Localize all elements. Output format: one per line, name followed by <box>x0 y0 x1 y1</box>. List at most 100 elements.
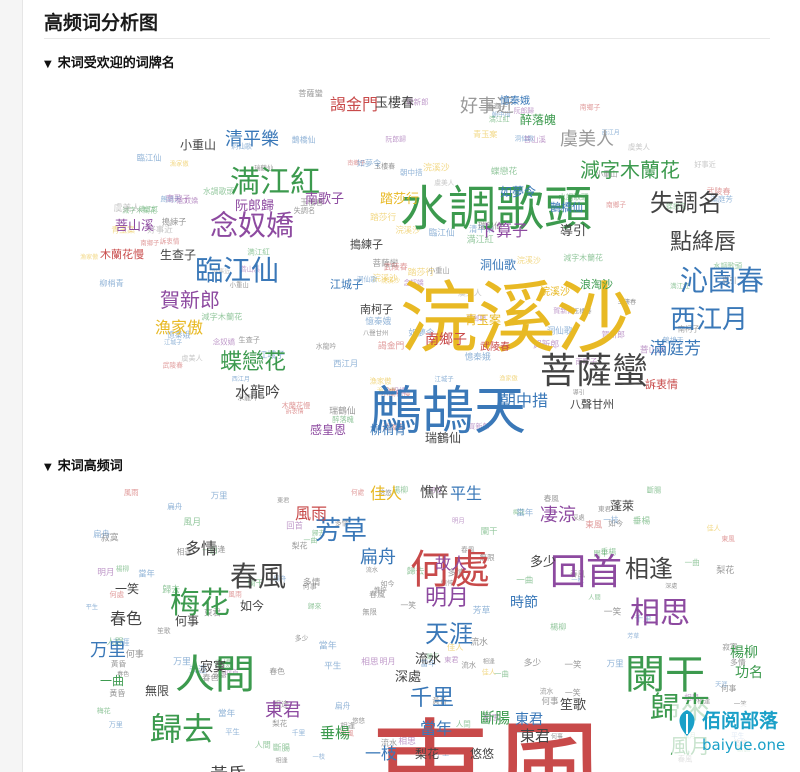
cloud-filler-word: 南歌子 <box>575 357 597 366</box>
cloud-filler-word: 万里 <box>173 657 191 668</box>
cloud-filler-word: 佳人 <box>482 667 496 676</box>
cloud-filler-word: 相逢 <box>209 544 225 554</box>
cloud-filler-word: 好事近 <box>694 160 716 169</box>
cloud-word: 春風 <box>230 560 286 593</box>
section-toggle-highfreq[interactable]: ▼ 宋词高频词 <box>44 455 123 474</box>
cloud-filler-word: 千里 <box>635 613 653 624</box>
cloud-filler-word: 訴衷情 <box>160 237 180 246</box>
cloud-filler-word: 瑞鶴仙 <box>478 221 502 231</box>
cloud-filler-word: 憔悴 <box>374 585 388 594</box>
cloud-filler-word: 一曲 <box>202 545 217 555</box>
cloud-filler-word: 漁家傲 <box>370 377 393 386</box>
cloud-filler-word: 歸去 <box>312 528 326 537</box>
cloud-filler-word: 楊柳 <box>550 622 566 632</box>
cloud-word: 漁家傲 <box>155 318 203 337</box>
cloud-filler-word: 念奴嬌 <box>384 385 407 395</box>
cloud-filler-word: 相思 <box>684 692 699 702</box>
cloud-filler-word: 臨江仙 <box>137 153 162 163</box>
cloud-filler-word: 小重山 <box>596 170 618 179</box>
cloud-filler-word: 瑞鶴仙 <box>254 163 273 172</box>
cloud-filler-word: 鷓鴣天 <box>161 195 182 204</box>
cloud-filler-word: 憶秦娥 <box>167 330 191 340</box>
cloud-word: 卜算子 <box>480 221 528 240</box>
cloud-word: 一曲 <box>100 674 124 688</box>
cloud-filler-word: 梅花 <box>97 706 111 715</box>
section-toggle-cipai[interactable]: ▼ 宋词受欢迎的词牌名 <box>44 52 175 71</box>
cloud-filler-word: 多情 <box>448 568 466 579</box>
cloud-filler-word: 平生 <box>225 728 240 737</box>
cloud-filler-word: 水龍吟 <box>316 342 337 351</box>
cloud-filler-word: 武陵春 <box>384 261 408 271</box>
cloud-filler-word: 水調歌頭 <box>558 192 588 202</box>
cloud-filler-word: 好事近 <box>212 267 230 275</box>
cloud-filler-word: 相逢 <box>177 547 193 557</box>
cloud-filler-word: 賀新郎 <box>533 339 560 351</box>
cloud-word: 千里 <box>410 686 454 711</box>
cloud-filler-word: 訴衷情 <box>286 408 304 416</box>
cloud-filler-word: 江城子 <box>164 340 182 347</box>
cloud-filler-word: 醉落魄 <box>332 415 354 424</box>
cloud-word: 寂寞 <box>200 659 226 675</box>
cloud-filler-word: 何處 <box>110 590 124 599</box>
triangle-down-icon: ▼ <box>44 59 52 70</box>
cloud-word: 朝中措 <box>500 391 548 410</box>
cloud-filler-word: 臨江仙 <box>429 227 455 239</box>
cloud-word: 功名 <box>735 665 763 681</box>
cloud-word: 東君 <box>520 727 550 745</box>
cloud-word: 踏莎行 <box>380 192 419 207</box>
cloud-filler-word: 春色 <box>510 725 523 734</box>
cloud-filler-word: 相思 <box>483 712 499 722</box>
cloud-word: 何處 <box>410 547 490 593</box>
cloud-word: 謁金門 <box>330 95 378 114</box>
cloud-filler-word: 憶秦娥 <box>465 351 491 363</box>
cloud-filler-word: 梨花 <box>292 540 308 550</box>
cloud-word: 流水 <box>415 652 441 667</box>
cloud-filler-word: 芳草 <box>627 632 639 640</box>
cloud-filler-word: 深處 <box>213 670 227 679</box>
cloud-filler-word: 柳梢青 <box>99 278 123 288</box>
cloud-filler-word: 賀新郎 <box>406 97 429 107</box>
cloud-filler-word: 多少 <box>295 633 309 642</box>
cloud-filler-word: 笙歌 <box>157 626 171 635</box>
cloud-filler-word: 扁舟 <box>335 700 351 710</box>
cloud-filler-word: 東風 <box>340 728 354 737</box>
cloud-filler-word: 浣溪沙 <box>373 273 399 283</box>
cloud-word: 明月 <box>425 586 469 611</box>
cloud-filler-word: 悠悠 <box>352 715 365 724</box>
cloud-filler-word: 天涯 <box>189 665 207 676</box>
cloud-filler-word: 深處 <box>572 513 585 522</box>
cloud-word: 多少 <box>530 554 556 570</box>
cloud-filler-word: 垂楊 <box>214 657 232 669</box>
cloud-filler-word: 垂楊 <box>633 514 651 526</box>
cloud-filler-word: 無限 <box>480 552 495 562</box>
cloud-filler-word: 好事近 <box>147 225 173 236</box>
cloud-filler-word: 南鄉子 <box>140 238 159 247</box>
cloud-filler-word: 武陵春 <box>163 361 184 370</box>
cloud-filler-word: 賀新郎 <box>602 329 626 339</box>
cloud-filler-word: 念奴嬌 <box>213 338 236 347</box>
cloud-filler-word: 人間 <box>255 740 271 749</box>
cloud-filler-word: 一曲 <box>516 575 533 586</box>
cloud-filler-word: 一笑 <box>604 606 622 618</box>
cloud-filler-word: 西江月 <box>232 376 250 383</box>
cloud-word: 江城子 <box>330 278 363 291</box>
cloud-filler-word: 佳人 <box>447 642 463 652</box>
cloud-filler-word: 風雨 <box>124 488 139 497</box>
cloud-filler-word: 浣溪沙 <box>381 275 401 284</box>
cloud-word: 沁園春 <box>680 264 764 297</box>
cloud-filler-word: 念奴嬌 <box>177 196 198 205</box>
cloud-filler-word: 東君 <box>204 608 221 618</box>
cloud-filler-word: 減字木蘭花 <box>201 311 242 321</box>
cloud-word: 醉落魄 <box>520 112 556 127</box>
cloud-word: 青玉案 <box>465 312 501 327</box>
cloud-word: 東君 <box>265 700 301 721</box>
cloud-word: 多情 <box>185 539 217 558</box>
cloud-filler-word: 闌干 <box>426 653 440 661</box>
triangle-down-icon: ▼ <box>44 462 52 473</box>
cloud-filler-word: 玉樓春 <box>374 162 395 171</box>
cloud-word: 賀新郎 <box>160 288 220 312</box>
cloud-filler-word: 當年 <box>319 639 337 651</box>
cloud-filler-word: 導引 <box>722 276 736 285</box>
cloud-filler-word: 春色 <box>202 673 218 683</box>
cloud-filler-word: 風月 <box>183 517 201 528</box>
